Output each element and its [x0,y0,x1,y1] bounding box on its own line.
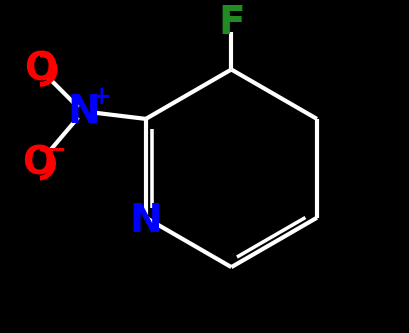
Text: −: − [47,138,67,162]
Text: F: F [218,4,244,42]
Text: N: N [67,93,99,131]
Text: O: O [22,145,55,182]
Text: O: O [24,51,57,89]
Text: N: N [129,202,162,240]
Text: +: + [91,86,111,110]
